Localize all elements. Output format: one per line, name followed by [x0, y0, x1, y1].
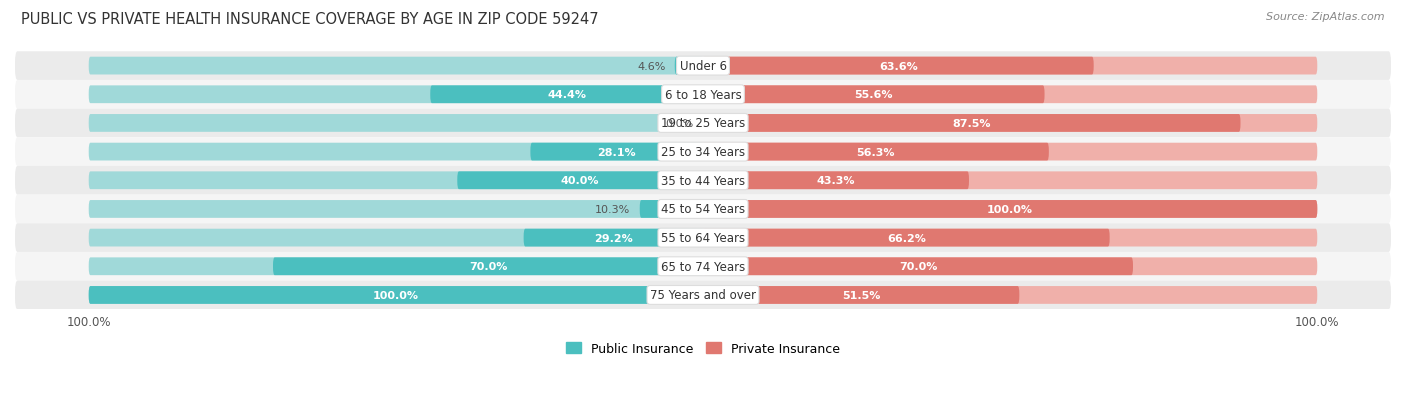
Text: 70.0%: 70.0%	[468, 262, 508, 272]
Text: 35 to 44 Years: 35 to 44 Years	[661, 174, 745, 188]
FancyBboxPatch shape	[430, 86, 703, 104]
Text: 65 to 74 Years: 65 to 74 Years	[661, 260, 745, 273]
FancyBboxPatch shape	[15, 166, 1391, 195]
FancyBboxPatch shape	[15, 52, 1391, 81]
FancyBboxPatch shape	[703, 172, 1317, 190]
Text: 29.2%: 29.2%	[593, 233, 633, 243]
Text: 63.6%: 63.6%	[879, 62, 918, 71]
FancyBboxPatch shape	[15, 138, 1391, 166]
FancyBboxPatch shape	[703, 229, 1317, 247]
Text: 43.3%: 43.3%	[817, 176, 855, 186]
Text: 6 to 18 Years: 6 to 18 Years	[665, 88, 741, 102]
FancyBboxPatch shape	[703, 201, 1317, 218]
FancyBboxPatch shape	[273, 258, 703, 275]
Text: PUBLIC VS PRIVATE HEALTH INSURANCE COVERAGE BY AGE IN ZIP CODE 59247: PUBLIC VS PRIVATE HEALTH INSURANCE COVER…	[21, 12, 599, 27]
FancyBboxPatch shape	[703, 86, 1317, 104]
FancyBboxPatch shape	[15, 109, 1391, 138]
Text: 100.0%: 100.0%	[373, 290, 419, 300]
FancyBboxPatch shape	[15, 224, 1391, 252]
FancyBboxPatch shape	[675, 57, 703, 75]
Legend: Public Insurance, Private Insurance: Public Insurance, Private Insurance	[561, 337, 845, 360]
FancyBboxPatch shape	[703, 258, 1133, 275]
Text: Source: ZipAtlas.com: Source: ZipAtlas.com	[1267, 12, 1385, 22]
Text: 100.0%: 100.0%	[987, 204, 1033, 214]
FancyBboxPatch shape	[703, 258, 1317, 275]
Text: 40.0%: 40.0%	[561, 176, 599, 186]
FancyBboxPatch shape	[703, 286, 1019, 304]
FancyBboxPatch shape	[89, 258, 703, 275]
Text: 56.3%: 56.3%	[856, 147, 896, 157]
Text: 0.0%: 0.0%	[665, 119, 693, 128]
FancyBboxPatch shape	[89, 286, 703, 304]
FancyBboxPatch shape	[530, 143, 703, 161]
Text: 87.5%: 87.5%	[952, 119, 991, 128]
FancyBboxPatch shape	[15, 281, 1391, 309]
FancyBboxPatch shape	[89, 57, 703, 75]
FancyBboxPatch shape	[89, 86, 703, 104]
FancyBboxPatch shape	[703, 143, 1049, 161]
FancyBboxPatch shape	[703, 57, 1317, 75]
FancyBboxPatch shape	[89, 286, 703, 304]
FancyBboxPatch shape	[703, 201, 1317, 218]
FancyBboxPatch shape	[703, 286, 1317, 304]
Text: 44.4%: 44.4%	[547, 90, 586, 100]
Text: 19 to 25 Years: 19 to 25 Years	[661, 117, 745, 130]
Text: 51.5%: 51.5%	[842, 290, 880, 300]
FancyBboxPatch shape	[457, 172, 703, 190]
FancyBboxPatch shape	[89, 115, 703, 133]
FancyBboxPatch shape	[703, 86, 1045, 104]
Text: Under 6: Under 6	[679, 60, 727, 73]
Text: 55 to 64 Years: 55 to 64 Years	[661, 232, 745, 244]
FancyBboxPatch shape	[89, 201, 703, 218]
FancyBboxPatch shape	[15, 81, 1391, 109]
FancyBboxPatch shape	[89, 229, 703, 247]
FancyBboxPatch shape	[703, 57, 1094, 75]
FancyBboxPatch shape	[703, 115, 1317, 133]
FancyBboxPatch shape	[89, 172, 703, 190]
FancyBboxPatch shape	[703, 229, 1109, 247]
FancyBboxPatch shape	[703, 172, 969, 190]
Text: 66.2%: 66.2%	[887, 233, 925, 243]
Text: 70.0%: 70.0%	[898, 262, 938, 272]
Text: 28.1%: 28.1%	[598, 147, 636, 157]
FancyBboxPatch shape	[640, 201, 703, 218]
FancyBboxPatch shape	[703, 143, 1317, 161]
FancyBboxPatch shape	[703, 115, 1240, 133]
FancyBboxPatch shape	[89, 143, 703, 161]
Text: 4.6%: 4.6%	[637, 62, 665, 71]
Text: 55.6%: 55.6%	[855, 90, 893, 100]
Text: 25 to 34 Years: 25 to 34 Years	[661, 146, 745, 159]
FancyBboxPatch shape	[15, 195, 1391, 224]
FancyBboxPatch shape	[523, 229, 703, 247]
Text: 10.3%: 10.3%	[595, 204, 630, 214]
Text: 45 to 54 Years: 45 to 54 Years	[661, 203, 745, 216]
FancyBboxPatch shape	[15, 252, 1391, 281]
Text: 75 Years and over: 75 Years and over	[650, 289, 756, 302]
